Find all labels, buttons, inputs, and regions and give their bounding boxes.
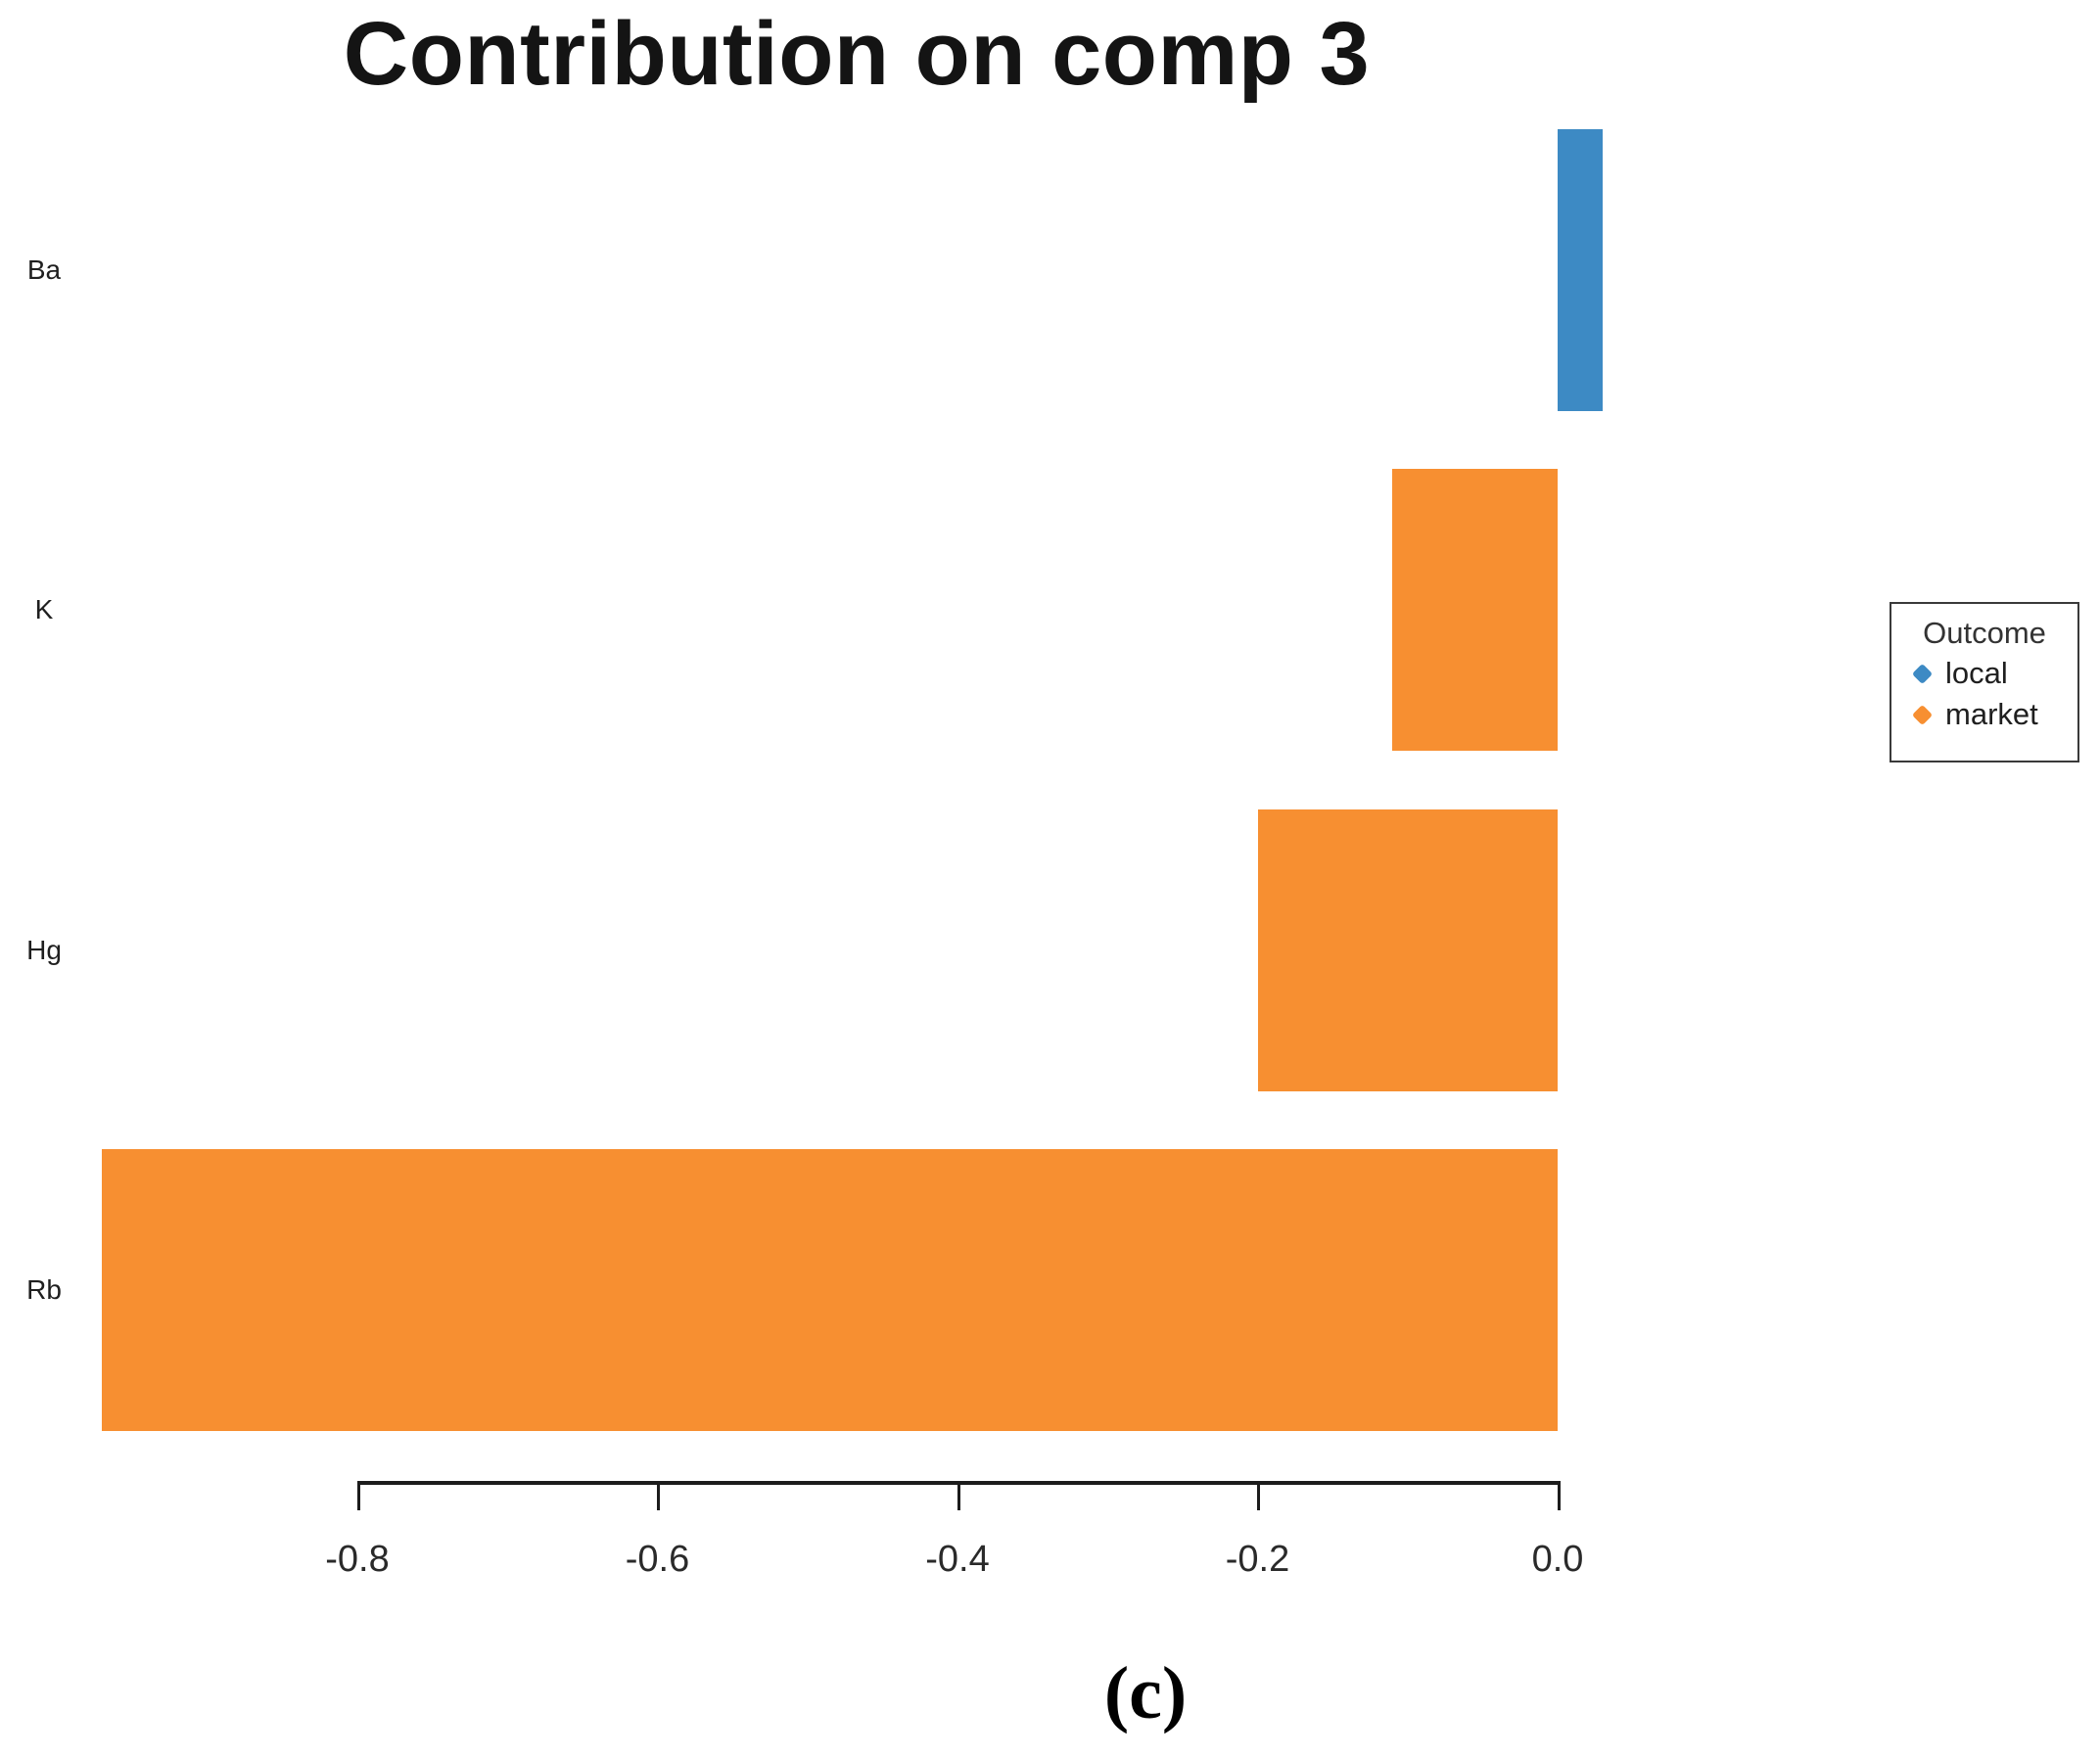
legend: Outcome local market bbox=[1890, 602, 2079, 762]
legend-marker-market-diamond-icon bbox=[1911, 704, 1934, 725]
x-tick-label: -0.2 bbox=[1225, 1539, 1290, 1580]
legend-marker-local-diamond-icon bbox=[1911, 663, 1934, 684]
legend-label: market bbox=[1945, 697, 2038, 731]
x-axis-tick bbox=[957, 1485, 960, 1510]
x-tick-label: -0.8 bbox=[325, 1539, 390, 1580]
legend-item-market: market bbox=[1891, 694, 2077, 735]
bar-rb bbox=[102, 1149, 1558, 1432]
x-axis-tick bbox=[1257, 1485, 1260, 1510]
legend-title: Outcome bbox=[1923, 616, 2046, 650]
y-axis-label-ba: Ba bbox=[26, 254, 62, 285]
x-tick-label: -0.4 bbox=[925, 1539, 990, 1580]
bar-hg bbox=[1257, 808, 1558, 1091]
legend-label: local bbox=[1945, 656, 2008, 690]
x-axis-tick bbox=[356, 1485, 360, 1510]
x-tick-label: -0.6 bbox=[625, 1539, 690, 1580]
x-axis-tick bbox=[1557, 1485, 1561, 1510]
legend-items: local market bbox=[1891, 653, 2077, 735]
figure-caption: (c) bbox=[1103, 1652, 1188, 1734]
legend-item-local: local bbox=[1891, 653, 2077, 694]
bar-ba bbox=[1558, 129, 1603, 411]
y-axis-label-hg: Hg bbox=[26, 934, 62, 965]
x-axis-line bbox=[357, 1481, 1561, 1485]
y-axis-label-rb: Rb bbox=[26, 1274, 62, 1306]
x-tick-label: 0.0 bbox=[1531, 1539, 1584, 1580]
x-axis-tick bbox=[657, 1485, 660, 1510]
bar-k bbox=[1392, 469, 1558, 752]
y-axis-label-k: K bbox=[34, 594, 54, 625]
chart-title: Contribution on comp 3 bbox=[343, 4, 1371, 104]
